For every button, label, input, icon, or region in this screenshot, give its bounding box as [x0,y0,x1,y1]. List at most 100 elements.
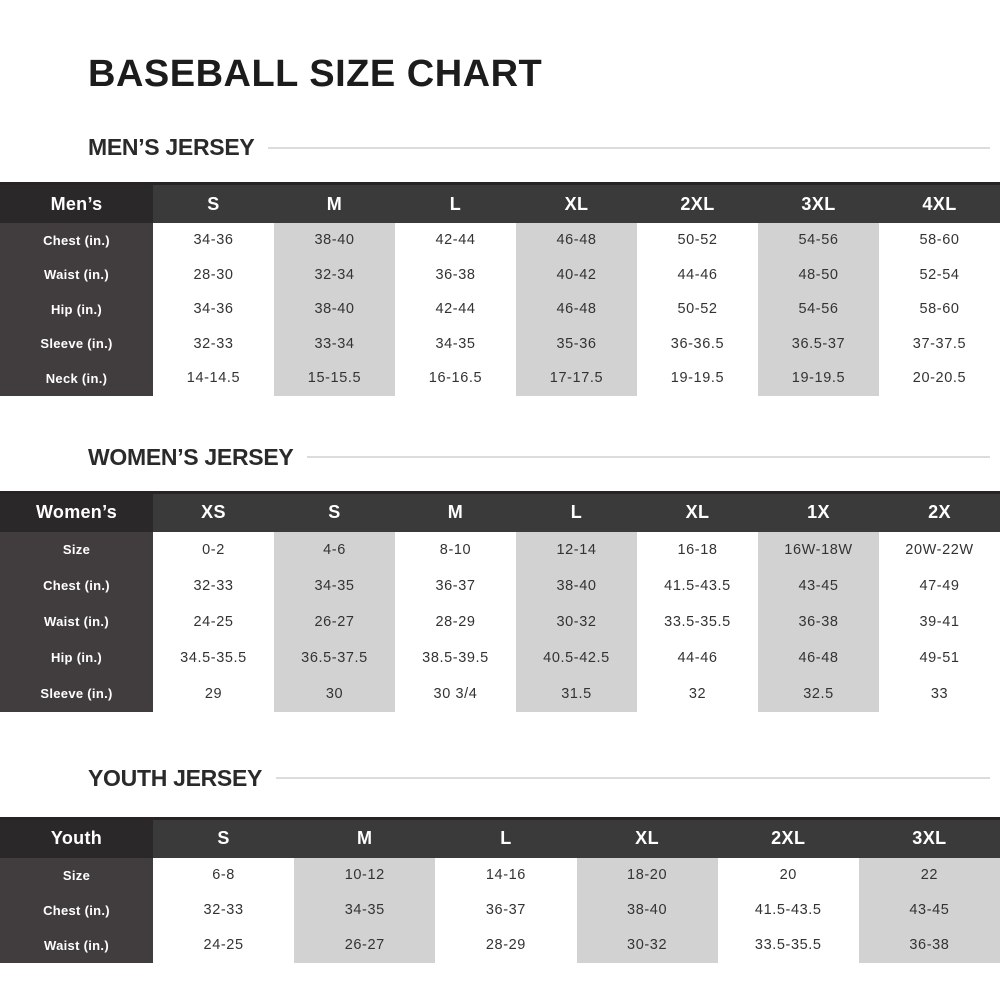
size-value: 38.5-39.5 [395,639,516,676]
size-value: 38-40 [516,567,637,604]
mens-jersey-heading-text: MEN’S JERSEY [88,134,255,160]
size-value: 33.5-35.5 [637,603,758,640]
size-value: 12-14 [516,531,637,568]
size-value: 24-25 [153,927,295,963]
size-value: 30-32 [516,603,637,640]
mens-jersey-heading: MEN’S JERSEY [88,134,990,161]
womens-jersey-heading-text: WOMEN’S JERSEY [88,443,294,470]
size-value: 50-52 [637,292,758,327]
column-header-m: M [395,493,516,532]
heading-divider-line [268,146,990,149]
size-value: 34-35 [294,892,436,928]
size-value: 34-35 [274,567,395,604]
size-value: 39-41 [879,603,1000,640]
youth-size-table: Youth S M L XL 2XL 3XL Size 6-8 10-12 14-16 18-20 20… [0,816,1000,963]
size-value: 20-20.5 [879,361,1000,396]
column-header-s: S [153,185,274,223]
size-value: 38-40 [274,292,395,327]
size-value: 6-8 [153,857,295,893]
size-value: 36.5-37.5 [274,639,395,676]
size-value: 42-44 [395,292,516,327]
size-value: 52-54 [879,257,1000,292]
size-value: 34.5-35.5 [153,639,274,676]
size-value: 29 [153,675,274,712]
size-value: 43-45 [858,892,1000,928]
womens-jersey-section: WOMEN’S JERSEY Women’s XS S M L XL 1X 2X Size 0-2… [0,444,1000,712]
size-value: 10-12 [294,857,436,893]
row-label: Size [0,531,153,568]
table-corner-label: Youth [0,819,153,858]
size-value: 30 [274,675,395,712]
column-header-4xl: 4XL [879,185,1000,223]
size-value: 18-20 [576,857,718,893]
row-label: Size [0,857,153,893]
size-value: 19-19.5 [758,361,879,396]
row-label: Chest (in.) [0,223,153,258]
size-value: 32-33 [153,567,274,604]
size-value: 33-34 [274,326,395,361]
size-value: 44-46 [637,639,758,676]
table-corner-label: Men’s [0,185,153,223]
size-value: 36-38 [758,603,879,640]
size-value: 19-19.5 [637,361,758,396]
column-header-3xl: 3XL [858,819,1000,858]
column-header-s: S [153,819,295,858]
size-value: 16W-18W [758,531,879,568]
column-header-xs: XS [153,493,274,532]
size-value: 30-32 [576,927,718,963]
row-label: Sleeve (in.) [0,326,153,361]
size-value: 42-44 [395,223,516,258]
size-value: 46-48 [516,223,637,258]
size-value: 33.5-35.5 [717,927,859,963]
row-label: Sleeve (in.) [0,675,153,712]
size-value: 35-36 [516,326,637,361]
size-value: 54-56 [758,292,879,327]
size-value: 46-48 [516,292,637,327]
column-header-m: M [294,819,436,858]
size-value: 32-33 [153,892,295,928]
size-value: 32-34 [274,257,395,292]
size-value: 36-36.5 [637,326,758,361]
size-value: 50-52 [637,223,758,258]
womens-size-table: Women’s XS S M L XL 1X 2X Size 0-2 4-6 8-10 12-14 16-… [0,490,1000,712]
column-header-3xl: 3XL [758,185,879,223]
size-value: 22 [858,857,1000,893]
size-value: 14-16 [435,857,577,893]
size-value: 26-27 [274,603,395,640]
size-value: 4-6 [274,531,395,568]
size-value: 36.5-37 [758,326,879,361]
column-header-2x: 2X [879,493,1000,532]
size-value: 20W-22W [879,531,1000,568]
row-label: Hip (in.) [0,639,153,676]
column-header-l: L [435,819,577,858]
size-value: 36-37 [395,567,516,604]
size-value: 49-51 [879,639,1000,676]
size-value: 36-38 [858,927,1000,963]
size-value: 33 [879,675,1000,712]
row-label: Chest (in.) [0,567,153,604]
size-value: 48-50 [758,257,879,292]
size-value: 46-48 [758,639,879,676]
page-title: BASEBALL SIZE CHART [88,53,543,95]
size-value: 36-37 [435,892,577,928]
column-header-xl: XL [516,185,637,223]
table-corner-label: Women’s [0,493,153,532]
size-value: 38-40 [576,892,718,928]
column-header-l: L [516,493,637,532]
size-value: 41.5-43.5 [637,567,758,604]
size-value: 15-15.5 [274,361,395,396]
size-value: 26-27 [294,927,436,963]
mens-size-table: Men’s S M L XL 2XL 3XL 4XL Chest (in.) 34-36 38-40… [0,182,1000,396]
mens-jersey-section: MEN’S JERSEY Men’s S M L XL 2XL 3XL 4XL Chest (i… [0,134,1000,396]
size-value: 58-60 [879,292,1000,327]
column-header-2xl: 2XL [637,185,758,223]
column-header-2xl: 2XL [717,819,859,858]
row-label: Waist (in.) [0,257,153,292]
womens-jersey-heading: WOMEN’S JERSEY [88,444,990,471]
size-value: 17-17.5 [516,361,637,396]
size-value: 40-42 [516,257,637,292]
size-value: 8-10 [395,531,516,568]
size-value: 28-29 [435,927,577,963]
row-label: Waist (in.) [0,603,153,640]
